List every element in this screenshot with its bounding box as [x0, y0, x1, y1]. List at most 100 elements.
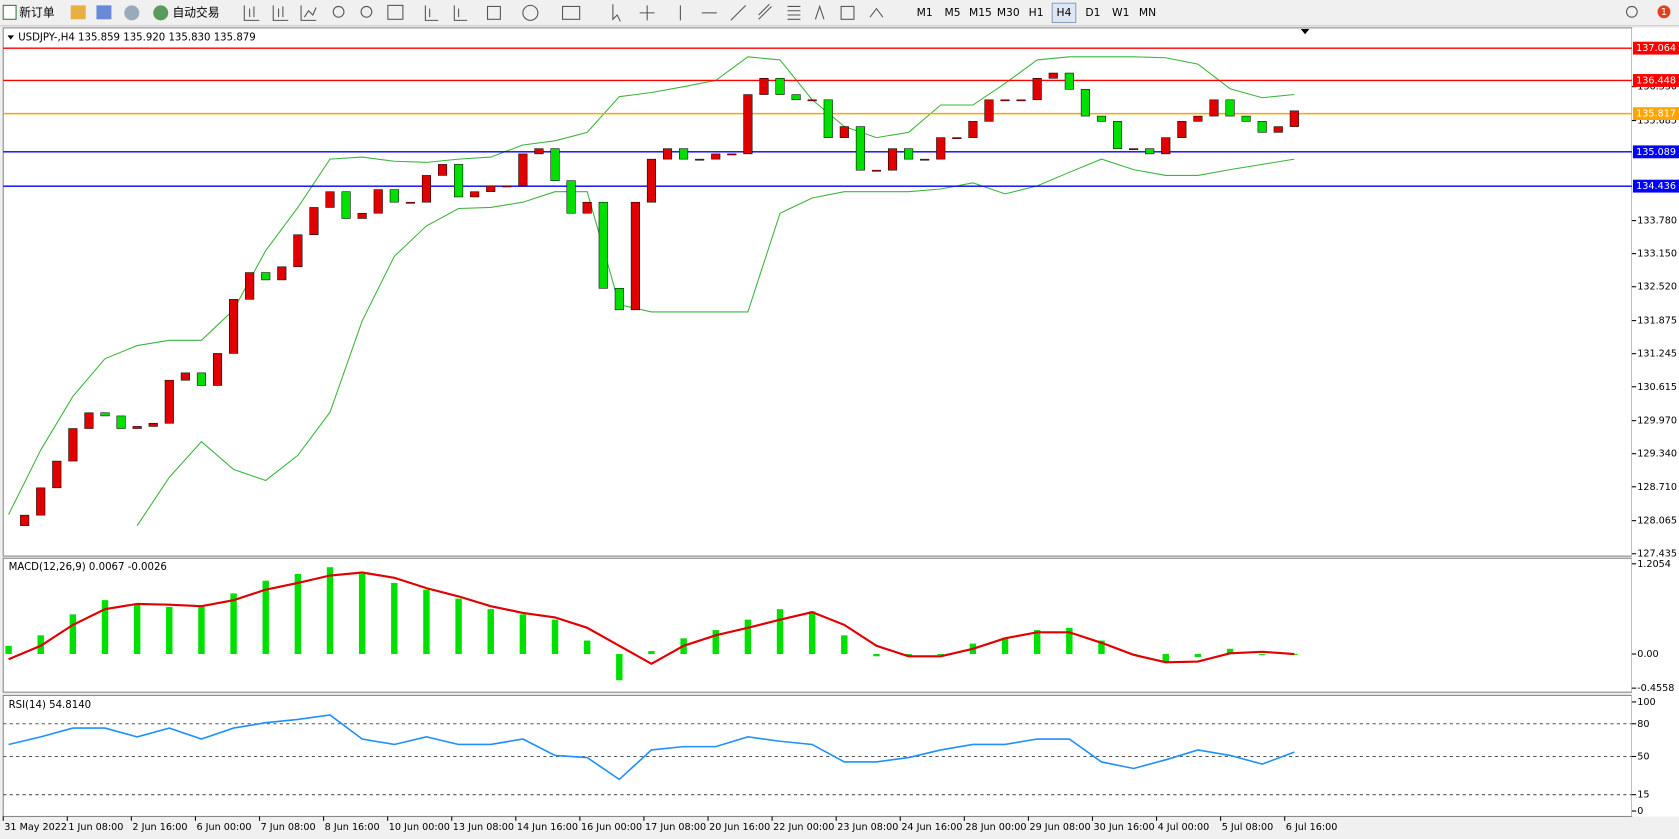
candle [325, 191, 335, 208]
bollinger-upper [8, 56, 1295, 515]
candle [341, 191, 351, 219]
timeframe-button[interactable]: M1 [917, 6, 933, 19]
icon[interactable] [639, 5, 655, 21]
collapse-arrow[interactable] [7, 35, 14, 40]
candle [389, 189, 399, 203]
candle [405, 201, 415, 204]
icon[interactable] [522, 4, 539, 21]
icon[interactable] [96, 5, 112, 20]
candle [1048, 72, 1058, 79]
candle [759, 78, 769, 95]
icon[interactable] [758, 3, 772, 20]
candle [1129, 148, 1139, 150]
timeframe-button[interactable]: D1 [1085, 6, 1100, 19]
candle [148, 422, 158, 427]
price-level-tag [1632, 179, 1679, 193]
candle [518, 153, 528, 187]
icon[interactable] [124, 5, 140, 21]
candle [630, 201, 640, 311]
icon[interactable] [332, 5, 345, 18]
icon[interactable] [486, 5, 501, 20]
x-tick-label: 24 Jun 16:00 [901, 822, 962, 833]
icon[interactable] [730, 4, 747, 21]
icon[interactable] [869, 7, 884, 18]
candle [52, 460, 62, 489]
candle [1177, 121, 1187, 138]
icon[interactable] [787, 5, 801, 20]
candle [598, 201, 608, 289]
new-order-label: 新订单 [19, 5, 55, 19]
shift-marker [1300, 28, 1310, 35]
x-tick-label: 16 Jun 00:00 [581, 822, 642, 833]
search-icon[interactable] [1625, 5, 1638, 18]
auto-trading-button[interactable]: 自动交易 [153, 5, 220, 21]
macd-bar [198, 606, 205, 655]
toolbar: 新订单 自动交易 [0, 0, 1679, 27]
candle [116, 415, 126, 429]
y-tick-label: 127.435 [1637, 549, 1677, 560]
x-tick-label: 20 Jun 16:00 [709, 822, 770, 833]
icon[interactable] [814, 4, 825, 20]
candle [534, 148, 544, 155]
y-tick-label: 1.2054 [1637, 559, 1671, 570]
x-tick-label: 23 Jun 08:00 [837, 822, 898, 833]
candle [20, 514, 30, 526]
candle [823, 99, 833, 138]
rsi-line [8, 714, 1295, 781]
icon[interactable] [300, 5, 317, 21]
candle [437, 164, 448, 176]
new-order-button[interactable]: 新订单 [2, 4, 55, 20]
candle [855, 126, 865, 171]
icon[interactable] [840, 5, 855, 20]
macd-bar [551, 619, 559, 655]
y-tick-label: 133.780 [1637, 216, 1677, 227]
symbol-header: USDJPY-,H4 135.859 135.920 135.830 135.8… [18, 33, 256, 44]
candle [486, 185, 496, 192]
icon[interactable] [561, 5, 581, 20]
timeframe-button[interactable]: M5 [945, 6, 961, 19]
x-tick-label: 29 Jun 08:00 [1029, 822, 1090, 833]
macd-header: MACD(12,26,9) 0.0067 -0.0026 [9, 562, 167, 573]
icon[interactable] [243, 5, 260, 21]
y-tick-label: -0.4558 [1637, 683, 1674, 694]
x-tick-label: 8 Jun 16:00 [325, 822, 380, 833]
candle [646, 158, 657, 203]
icon[interactable] [424, 5, 439, 21]
candle [68, 428, 78, 462]
price-level-label: 135.817 [1636, 109, 1676, 120]
price-axis [1631, 27, 1679, 817]
candle [1241, 115, 1251, 122]
y-tick-label: 130.615 [1637, 382, 1677, 393]
x-tick-label: 30 Jun 16:00 [1094, 822, 1155, 833]
timeframe-button[interactable]: M15 [969, 6, 992, 19]
candle [695, 158, 705, 161]
candle [1193, 115, 1203, 122]
candle [1080, 89, 1090, 117]
macd-bar [133, 603, 141, 655]
timeframe-button[interactable]: M30 [997, 6, 1020, 19]
candle [1225, 99, 1235, 117]
icon[interactable] [453, 5, 468, 21]
icon[interactable] [360, 5, 373, 18]
candle [421, 175, 432, 203]
timeframe-button[interactable]: MN [1139, 6, 1156, 19]
icon[interactable] [272, 5, 289, 21]
y-tick-label: 0 [1637, 806, 1643, 817]
icon[interactable] [612, 4, 621, 22]
macd-bar [1258, 654, 1266, 656]
timeframe-button[interactable]: H4 [1057, 6, 1072, 19]
timeframe-button[interactable]: H1 [1029, 6, 1044, 19]
price-level-tag [1632, 145, 1679, 159]
icon[interactable] [70, 5, 86, 20]
notification-badge[interactable] [1657, 5, 1671, 19]
active-timeframe[interactable] [1051, 2, 1077, 24]
candle [791, 94, 801, 101]
icon[interactable] [387, 4, 404, 20]
candle [212, 353, 223, 386]
main-panel [2, 27, 1633, 557]
macd-panel [2, 557, 1633, 693]
timeframe-button[interactable]: W1 [1112, 6, 1129, 19]
x-tick-label: 14 Jun 16:00 [517, 822, 578, 833]
y-tick-label: 15 [1637, 790, 1649, 801]
y-tick-label: 135.685 [1637, 116, 1677, 127]
